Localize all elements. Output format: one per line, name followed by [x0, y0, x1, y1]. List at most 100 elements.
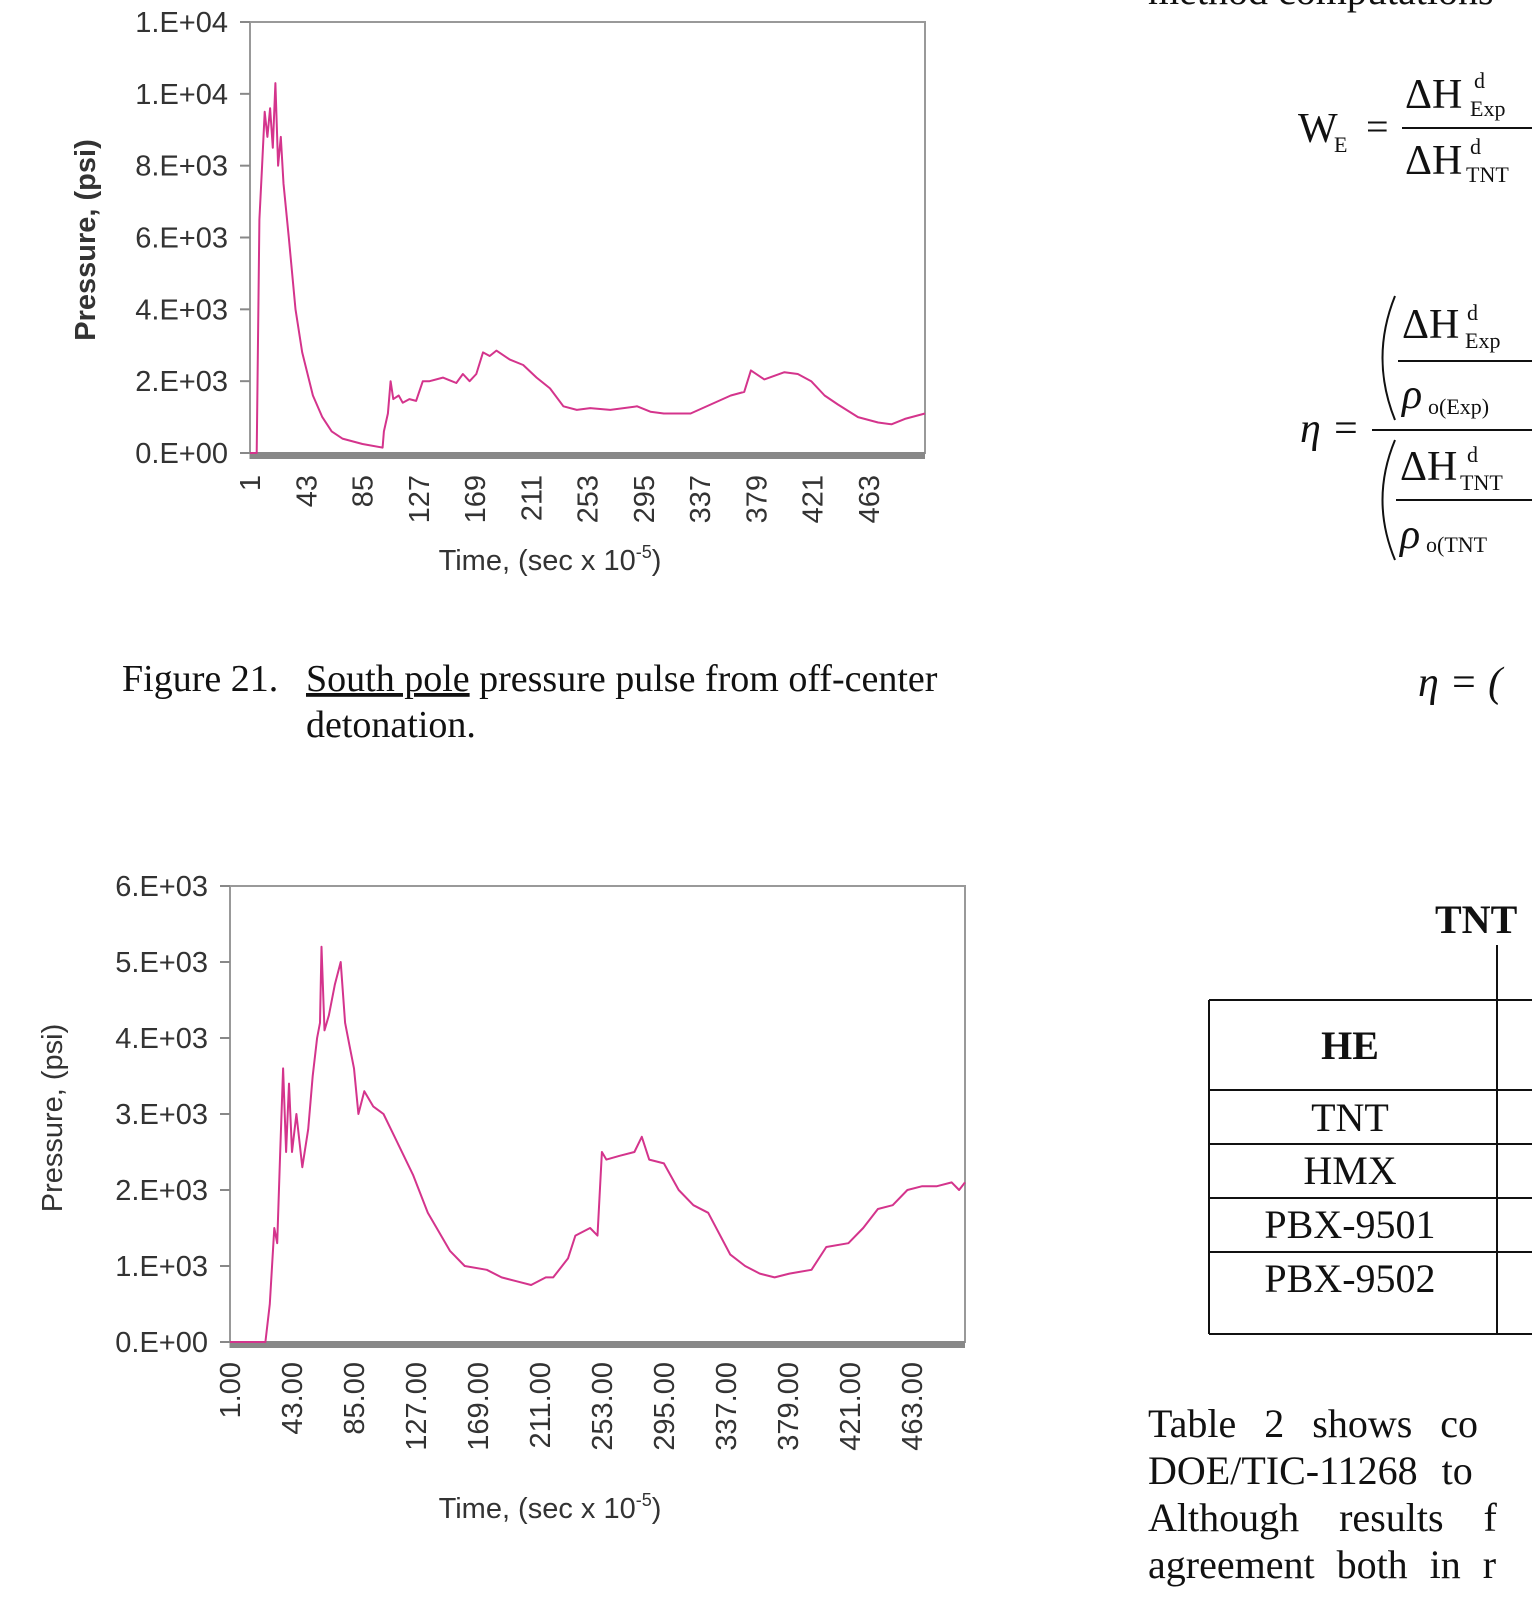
- x-tick-label: 169.00: [463, 1362, 495, 1451]
- x-tick-label: 85.00: [339, 1362, 371, 1435]
- eq-symbol: W: [1298, 106, 1338, 152]
- equation: η = (: [1418, 660, 1505, 706]
- y-tick-label: 6.E+03: [115, 871, 208, 903]
- x-tick-label: 43.00: [277, 1362, 309, 1435]
- figure-caption: Figure 21. South pole pressure pulse fro…: [122, 658, 938, 700]
- y-tick-label: 5.E+03: [115, 947, 208, 979]
- y-tick-label: 1.E+04: [135, 7, 228, 39]
- x-tick-label: 379.00: [773, 1362, 805, 1451]
- x-tick-label: 127.00: [401, 1362, 433, 1451]
- eq-superscript: d: [1467, 300, 1478, 325]
- caption-text: pressure pulse from off-center: [479, 658, 938, 700]
- x-tick-label: 421.00: [835, 1362, 867, 1451]
- x-tick-label: 463.00: [897, 1362, 929, 1451]
- y-axis-label: Pressure, (psi): [37, 1024, 69, 1213]
- x-axis-band: [230, 1341, 965, 1348]
- body-text: DOE/TIC-11268 to: [1148, 1448, 1473, 1493]
- x-axis-label-sup: -5: [636, 1490, 652, 1510]
- body-text: Table 2 shows co: [1148, 1401, 1478, 1446]
- eq-subscript: o(TNT: [1426, 532, 1488, 557]
- x-tick-label: 295: [629, 475, 661, 523]
- y-axis-label: Pressure, (psi): [70, 139, 102, 340]
- eq-symbol: ΔH: [1405, 72, 1462, 118]
- eq-symbol: η =: [1300, 406, 1360, 452]
- x-axis-label-end: ): [652, 545, 662, 577]
- body-text: Although results f: [1148, 1495, 1498, 1540]
- eq-symbol: ρ: [1398, 512, 1420, 558]
- plot-frame: [229, 885, 966, 1343]
- y-tick-label: 1.E+04: [135, 79, 228, 111]
- x-tick-label: 1: [235, 475, 267, 491]
- data-line: [230, 945, 966, 1343]
- eq-superscript: d: [1474, 68, 1485, 93]
- x-tick-label: 463: [854, 475, 886, 523]
- y-tick-label: 0.E+00: [115, 1327, 208, 1359]
- equation: η = ΔH d Exp ρ o(Exp) ΔH d TNT ρ o(TNT: [1300, 295, 1532, 561]
- caption-underlined: South pole: [306, 658, 470, 700]
- eq-subscript: E: [1334, 132, 1347, 157]
- paren: [1381, 295, 1396, 421]
- y-tick-label: 8.E+03: [135, 151, 228, 183]
- y-tick-label: 6.E+03: [135, 223, 228, 255]
- table-header: HE: [1321, 1023, 1379, 1068]
- paren: [1381, 439, 1396, 561]
- charts: 0.E+00 2.E+03 4.E+03 6.E+03 8.E+03 1.E+04 1.E+…: [37, 7, 966, 1525]
- eq-symbol: ΔH: [1402, 302, 1459, 348]
- x-tick-label: 43: [291, 475, 323, 507]
- x-tick-label: 211.00: [525, 1362, 557, 1449]
- x-axis-label-sup: -5: [636, 542, 652, 562]
- equation: W E = ΔH d Exp ΔH d TNT: [1298, 68, 1532, 187]
- x-axis-label-text: Time, (sec x 10: [439, 545, 636, 577]
- y-tick-label: 2.E+03: [115, 1175, 208, 1207]
- y-tick-label: 3.E+03: [115, 1099, 208, 1131]
- chart: 0.E+00 2.E+03 4.E+03 6.E+03 8.E+03 1.E+04 1.E+…: [70, 7, 926, 577]
- eq-superscript: d: [1467, 442, 1478, 467]
- y-tick-label: 4.E+03: [135, 294, 228, 326]
- x-tick-label: 1.00: [215, 1362, 247, 1418]
- x-tick-label: 85: [348, 475, 380, 507]
- x-tick-label: 253: [573, 475, 605, 523]
- table-cell: PBX-9501: [1264, 1202, 1435, 1247]
- table-cell: HMX: [1303, 1148, 1396, 1193]
- eq-subscript: TNT: [1460, 470, 1503, 495]
- body-text: agreement both in r: [1148, 1542, 1496, 1587]
- x-tick-label: 169: [460, 475, 492, 523]
- caption-text: detonation.: [306, 704, 476, 746]
- x-axis-label-end: ): [652, 1493, 662, 1525]
- chart: 0.E+00 1.E+03 2.E+03 3.E+03 4.E+03 5.E+03 6.E+…: [37, 871, 966, 1525]
- y-tick-label: 0.E+00: [135, 438, 228, 470]
- eq-symbol: ΔH: [1405, 138, 1462, 184]
- x-tick-label: 211: [516, 475, 548, 521]
- x-tick-label: 127: [404, 475, 436, 523]
- x-tick-label: 379: [741, 475, 773, 523]
- eq-symbol: ΔH: [1400, 444, 1457, 490]
- y-tick-label: 2.E+03: [135, 366, 228, 398]
- body-text: method computations: [1148, 0, 1494, 13]
- y-tick-label: 4.E+03: [115, 1023, 208, 1055]
- table-grid: [1208, 945, 1532, 1335]
- y-tick-label: 1.E+03: [115, 1251, 208, 1283]
- eq-superscript: d: [1470, 134, 1481, 159]
- eq-subscript: TNT: [1466, 162, 1509, 187]
- table-cell: TNT: [1311, 1095, 1389, 1140]
- x-axis-label: Time, (sec x 10-5): [439, 542, 662, 577]
- caption-label: Figure 21.: [122, 658, 278, 700]
- eq-subscript: Exp: [1470, 96, 1505, 121]
- x-axis-label-text: Time, (sec x 10: [439, 1493, 636, 1525]
- x-axis-label: Time, (sec x 10-5): [439, 1490, 662, 1525]
- x-tick-label: 337.00: [711, 1362, 743, 1451]
- eq-symbol: ρ: [1400, 372, 1422, 418]
- eq-subscript: o(Exp): [1428, 394, 1489, 419]
- x-tick-label: 337: [685, 475, 717, 523]
- eq-subscript: Exp: [1465, 328, 1500, 353]
- table-title: TNT: [1435, 897, 1518, 942]
- table-cell: PBX-9502: [1264, 1256, 1435, 1301]
- eq-symbol: =: [1366, 104, 1389, 149]
- data-line: [250, 82, 926, 454]
- x-tick-label: 421: [798, 475, 830, 523]
- plot-frame: [249, 21, 926, 454]
- x-tick-label: 295.00: [649, 1362, 681, 1451]
- x-tick-label: 253.00: [587, 1362, 619, 1451]
